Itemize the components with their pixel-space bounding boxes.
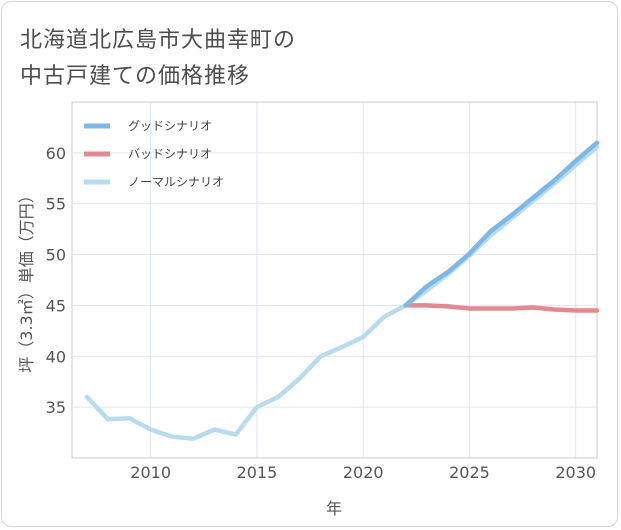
x-tick-label: 2030 [555,463,596,482]
legend-good-scenario-label: グッドシナリオ [128,119,212,133]
x-tick-label: 2020 [343,463,384,482]
chart-title-line-1: 北海道北広島市大曲幸町の [20,28,297,53]
y-tick-label: 60 [46,144,66,163]
plot-area-frame [71,101,598,459]
y-tick-label: 35 [46,398,66,417]
tick-labels: 2010 2015 2020 2025 2030 35 40 45 50 55 60 [46,144,596,482]
chart-title-line-2: 中古戸建ての価格推移 [20,64,251,89]
good-scenario-line [403,140,600,308]
x-tick-label: 2015 [237,463,278,482]
y-tick-label: 50 [46,246,66,265]
x-axis-label: 年 [326,499,342,518]
x-tick-label: 2010 [130,463,171,482]
legend-bad-scenario-label: バッドシナリオ [128,147,212,161]
y-axis-label: 坪（3.3㎡）単価（万円） [17,187,36,372]
series-lines [84,140,600,441]
grid [72,102,597,458]
normal-scenario-line [84,144,600,441]
y-tick-label: 40 [46,347,66,366]
x-tick-label: 2025 [449,463,490,482]
y-tick-label: 45 [46,296,66,315]
bad-scenario-line [403,303,600,313]
legend-normal-scenario-label: ノーマルシナリオ [128,175,224,189]
y-tick-label: 55 [46,195,66,214]
